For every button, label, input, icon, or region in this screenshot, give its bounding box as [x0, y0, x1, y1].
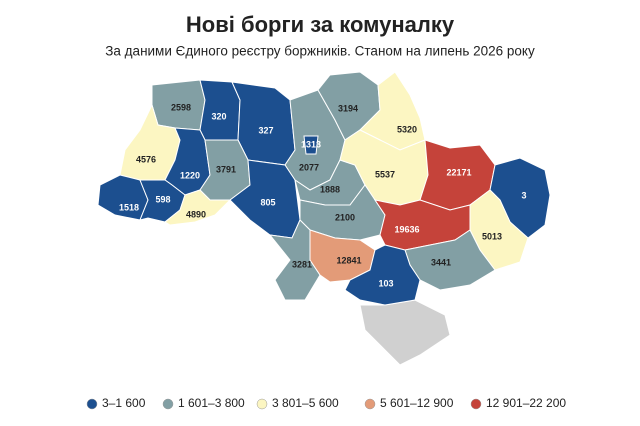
- subtitle: За даними Єдиного реєстру боржників. Ста…: [105, 44, 535, 59]
- region-value: 12841: [336, 255, 361, 265]
- legend-swatch: [162, 398, 174, 410]
- legend-label: 5 601–12 900: [380, 396, 454, 410]
- region-value: 103: [378, 278, 393, 288]
- region-value: 5537: [375, 169, 395, 179]
- region-value: 3441: [431, 257, 451, 267]
- region-value: 1888: [320, 184, 340, 194]
- region-value: 19636: [394, 224, 419, 234]
- region-value: 2077: [299, 162, 319, 172]
- region-value: 320: [211, 111, 226, 121]
- region: [344, 244, 421, 306]
- legend-swatch: [470, 398, 482, 410]
- region-value: 3: [521, 190, 526, 200]
- region-value: 1220: [180, 170, 200, 180]
- region-value: 598: [155, 194, 170, 204]
- legend-label: 12 901–22 200: [486, 396, 566, 410]
- legend-label: 3 801–5 600: [272, 396, 339, 410]
- region: [164, 189, 232, 226]
- region-value: 4576: [136, 154, 156, 164]
- region-value: 3791: [216, 164, 236, 174]
- region-value: 2100: [335, 212, 355, 222]
- region-value: 3194: [338, 103, 358, 113]
- region-value: 805: [260, 197, 275, 207]
- legend-label: 3–1 600: [102, 396, 146, 410]
- title: Нові борги за комуналку: [186, 12, 455, 37]
- region: [199, 79, 241, 141]
- region-value: 22171: [446, 167, 471, 177]
- region-value: 1313: [301, 139, 321, 149]
- legend-swatch: [86, 398, 98, 410]
- legend-swatch: [256, 398, 268, 410]
- region: [303, 135, 319, 155]
- region-value: 5320: [397, 124, 417, 134]
- legend-label: 1 601–3 800: [178, 396, 245, 410]
- crimea: [359, 299, 451, 366]
- legend-swatch: [364, 398, 376, 410]
- region-value: 1518: [119, 202, 139, 212]
- region-value: 2598: [171, 102, 191, 112]
- regions: 2598 320 327 2077 1313 3194 5320 4576 1220 3791 15…: [97, 71, 551, 306]
- region-value: 4890: [186, 209, 206, 219]
- region-value: 327: [258, 125, 273, 135]
- legend: 3–1 600 1 601–3 800 3 801–5 600 5 601–12 90…: [86, 396, 566, 410]
- region-value: 3281: [292, 259, 312, 269]
- region-value: 5013: [482, 231, 502, 241]
